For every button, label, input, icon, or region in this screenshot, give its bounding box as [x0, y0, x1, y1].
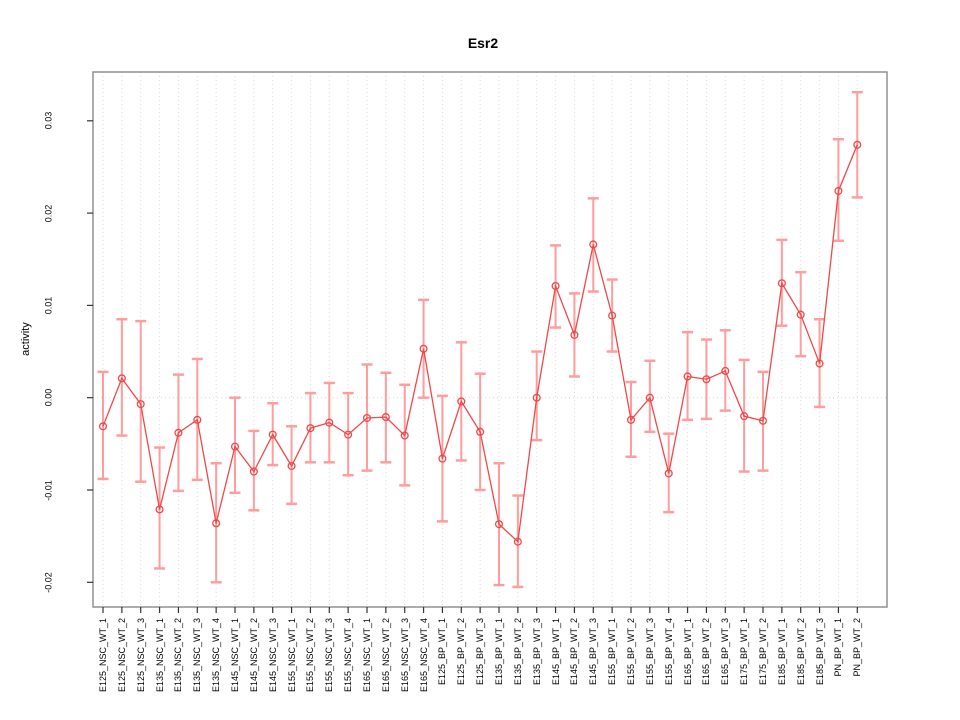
- x-tick-label: E145_BP_WT_1: [550, 618, 561, 686]
- data-point: [438, 454, 447, 463]
- x-tick-label: E185_BP_WT_3: [814, 618, 825, 686]
- x-tick-label: E175_BP_WT_1: [739, 618, 750, 686]
- data-points: [98, 140, 862, 546]
- y-tick-label: 0.00: [43, 388, 54, 407]
- x-tick-label: E125_BP_WT_2: [456, 618, 467, 686]
- data-point: [98, 422, 108, 431]
- x-tick-label: E185_BP_WT_2: [795, 618, 806, 686]
- y-tick-label: 0.03: [43, 112, 54, 130]
- data-point: [212, 519, 221, 528]
- data-point: [513, 537, 522, 546]
- data-point: [589, 240, 598, 249]
- x-tick-label: E145_NSC_WT_3: [267, 618, 278, 693]
- data-point: [268, 430, 277, 439]
- data-point: [344, 430, 353, 439]
- y-tick-label: 0.02: [43, 204, 54, 222]
- x-tick-label: E135_NSC_WT_2: [173, 618, 184, 693]
- data-point: [853, 140, 862, 149]
- x-tick-label: E135_NSC_WT_4: [211, 618, 222, 693]
- x-tick-label: E125_NSC_WT_3: [135, 618, 146, 693]
- data-point: [400, 431, 409, 440]
- plot-border: [92, 71, 888, 608]
- x-tick-label: E155_NSC_WT_3: [324, 618, 335, 693]
- data-point: [702, 375, 711, 384]
- x-tick-label: E175_BP_WT_2: [757, 618, 768, 686]
- x-tick-label: E155_BP_WT_4: [663, 618, 674, 686]
- x-tick-label: E155_BP_WT_2: [625, 618, 636, 686]
- x-tick-label: E145_NSC_WT_1: [229, 618, 240, 693]
- x-tick-label: E185_BP_WT_1: [776, 618, 787, 686]
- x-tick-label: E145_BP_WT_3: [588, 618, 599, 686]
- data-point: [834, 186, 843, 195]
- y-tick-label: -0.01: [43, 479, 54, 501]
- y-tick-label: 0.01: [43, 296, 54, 315]
- series-line: [102, 144, 858, 544]
- x-tick-label: E155_NSC_WT_1: [286, 618, 297, 693]
- data-point: [551, 281, 560, 291]
- x-tick-label: E165_NSC_WT_2: [380, 618, 391, 693]
- data-point: [230, 442, 240, 451]
- data-point: [626, 415, 636, 424]
- data-point: [325, 418, 334, 427]
- x-tick-label: E165_NSC_WT_1: [361, 618, 372, 693]
- data-point: [419, 344, 428, 353]
- data-point: [249, 467, 258, 476]
- data-point: [683, 372, 692, 381]
- y-tick-label: -0.02: [43, 572, 54, 593]
- data-point: [777, 279, 786, 288]
- data-point: [136, 400, 145, 409]
- data-point: [362, 413, 372, 423]
- x-tick-label: E135_BP_WT_2: [512, 618, 523, 686]
- data-point: [193, 415, 202, 424]
- x-tick-label: E155_BP_WT_1: [607, 618, 618, 686]
- x-tick-label: E135_NSC_WT_3: [192, 618, 203, 693]
- chart-title: Esr2: [467, 35, 499, 51]
- data-point: [758, 416, 768, 425]
- data-point: [155, 505, 164, 514]
- x-tick-label: PN_BP_WT_2: [852, 618, 863, 677]
- x-tick-label: E165_BP_WT_1: [682, 618, 693, 686]
- data-point: [664, 469, 673, 478]
- data-point: [645, 393, 654, 402]
- data-point: [457, 397, 466, 406]
- x-tick-label: E155_NSC_WT_2: [305, 618, 316, 693]
- x-tick-label: E165_NSC_WT_3: [399, 618, 410, 693]
- x-tick-label: E135_BP_WT_3: [531, 618, 542, 686]
- x-tick-label: E135_NSC_WT_1: [154, 618, 165, 693]
- data-point: [721, 366, 730, 375]
- data-point: [381, 413, 390, 422]
- data-point: [494, 520, 504, 529]
- x-tick-label: E155_NSC_WT_4: [343, 618, 354, 693]
- x-tick-label: E125_BP_WT_1: [437, 618, 448, 686]
- data-point: [570, 330, 579, 339]
- x-tick-label: E165_BP_WT_3: [720, 618, 731, 686]
- x-tick-label: E145_BP_WT_2: [569, 618, 580, 686]
- x-tick-label: E125_BP_WT_3: [475, 618, 486, 686]
- x-tick-label: E165_NSC_WT_4: [418, 618, 429, 693]
- x-tick-label: E135_BP_WT_1: [493, 618, 504, 686]
- x-tick-label: E125_NSC_WT_1: [98, 618, 108, 693]
- data-point: [287, 461, 296, 471]
- data-point: [306, 424, 315, 433]
- x-tick-label: E125_NSC_WT_2: [116, 618, 127, 693]
- data-point: [815, 359, 824, 368]
- data-point: [174, 428, 183, 437]
- x-tick-label: E165_BP_WT_2: [701, 618, 712, 686]
- axis-ticks: [87, 120, 858, 613]
- x-tick-label: PN_BP_WT_1: [833, 618, 844, 677]
- data-point: [608, 311, 617, 320]
- data-point: [532, 393, 541, 402]
- x-tick-label: E155_BP_WT_3: [644, 618, 655, 686]
- data-point: [476, 427, 485, 436]
- x-tick-label: E145_NSC_WT_2: [248, 618, 259, 693]
- data-point: [796, 310, 805, 319]
- data-point: [117, 374, 126, 383]
- data-point: [740, 412, 749, 421]
